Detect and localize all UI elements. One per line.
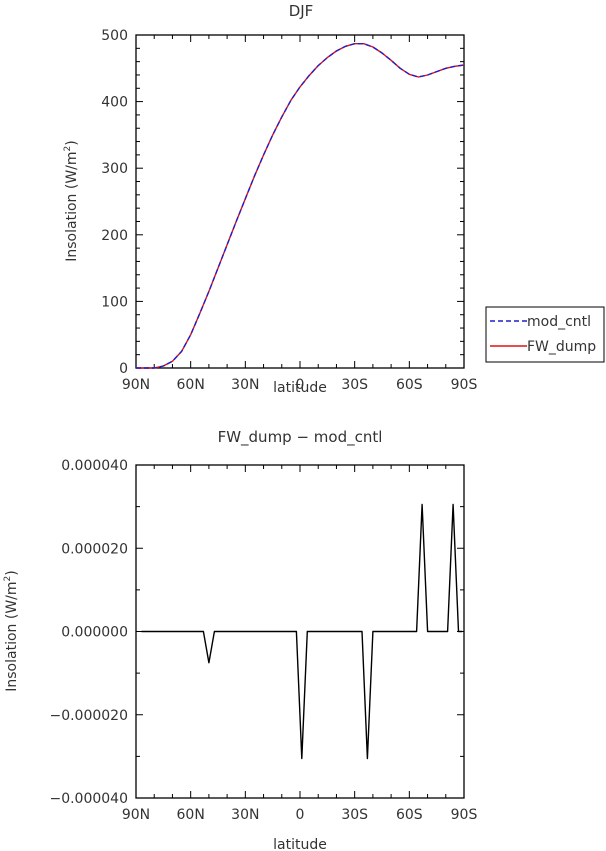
y-tick-label: −0.000020 bbox=[49, 708, 128, 724]
y-axis-label: Insolation (W/m2) bbox=[3, 570, 20, 691]
series-line-difference bbox=[141, 503, 463, 760]
x-tick-label: 60N bbox=[177, 377, 205, 393]
x-tick-label: 90S bbox=[451, 807, 478, 823]
chart-title: FW_dump − mod_cntl bbox=[218, 428, 383, 447]
x-tick-label: 60S bbox=[396, 377, 423, 393]
x-tick-label: 60S bbox=[396, 807, 423, 823]
y-tick-label: 100 bbox=[101, 294, 128, 310]
y-tick-label: 500 bbox=[101, 28, 128, 44]
y-tick-label: 400 bbox=[101, 95, 128, 111]
x-tick-label: 90N bbox=[122, 807, 150, 823]
series-line-fw-dump bbox=[136, 43, 465, 369]
x-tick-label: 90N bbox=[122, 377, 150, 393]
x-tick-label: 60N bbox=[177, 807, 205, 823]
chart-panel-difference: FW_dump − mod_cntl 90N 60N 30N 0 30S 60S 90S 0… bbox=[3, 428, 477, 851]
x-axis-label: latitude bbox=[273, 380, 327, 396]
x-tick-label: 30N bbox=[231, 377, 259, 393]
chart-panel-insolation: DJF 90N 60N 30N 0 30S 60S 90S 0 100 200 300 400 500… bbox=[63, 2, 605, 396]
legend-box bbox=[485, 306, 605, 363]
x-tick-label: 30S bbox=[341, 377, 368, 393]
y-tick-label: 300 bbox=[101, 161, 128, 177]
x-tick-label: 30N bbox=[231, 807, 259, 823]
series-line-mod-cntl bbox=[136, 43, 465, 369]
y-tick-label: 0.000020 bbox=[61, 541, 128, 557]
chart-title: DJF bbox=[289, 2, 314, 20]
y-axis-label: Insolation (W/m2) bbox=[63, 140, 80, 261]
legend-label-mod-cntl: mod_cntl bbox=[527, 314, 591, 330]
y-tick-label: −0.000040 bbox=[49, 791, 128, 807]
legend-label-fw-dump: FW_dump bbox=[527, 339, 596, 355]
y-tick-label: 0.000000 bbox=[61, 625, 128, 641]
y-tick-label: 200 bbox=[101, 228, 128, 244]
x-tick-label: 0 bbox=[296, 807, 305, 823]
legend: mod_cntl FW_dump bbox=[485, 306, 605, 363]
x-tick-label: 0 bbox=[296, 377, 305, 393]
plot-frame bbox=[135, 34, 465, 369]
y-tick-label: 0 bbox=[119, 361, 128, 377]
x-tick-label: 90S bbox=[451, 377, 478, 393]
x-tick-label: 30S bbox=[341, 807, 368, 823]
x-axis-label: latitude bbox=[273, 837, 327, 851]
y-tick-label: 0.000040 bbox=[61, 458, 128, 474]
